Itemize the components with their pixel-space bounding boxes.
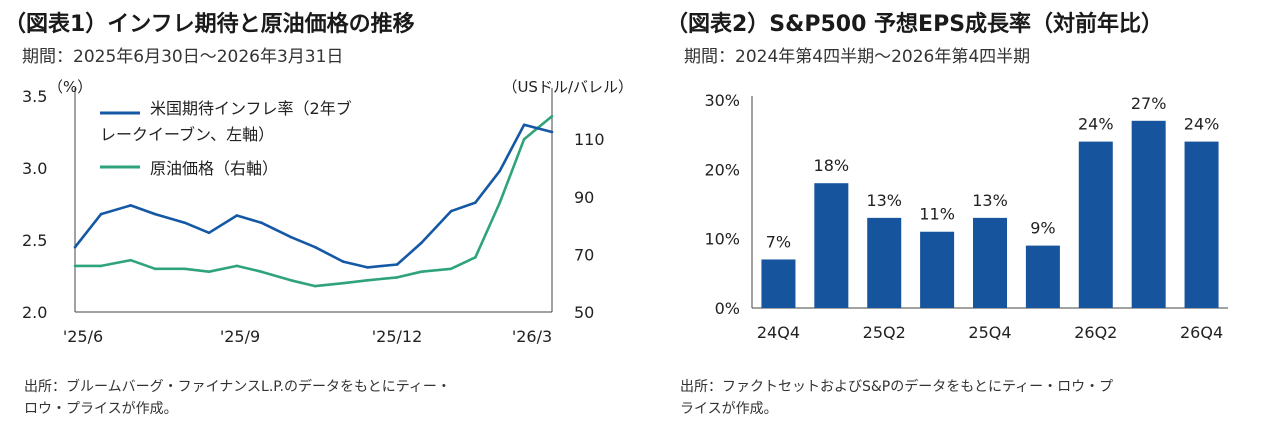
- data-point-us-inflation: [550, 130, 554, 134]
- data-label: 27%: [1131, 94, 1167, 113]
- data-point-us-inflation: [522, 123, 526, 127]
- data-point-us-inflation: [474, 201, 477, 204]
- y-tick-label-left: 3.5: [22, 87, 47, 106]
- data-point-crude-oil: [313, 284, 317, 288]
- x-tick-label: 25Q4: [968, 323, 1011, 342]
- data-label: 24%: [1078, 115, 1114, 134]
- data-label: 11%: [919, 205, 955, 224]
- data-point-us-inflation: [235, 214, 239, 217]
- legend-label-us-inflation: 米国期待インフレ率（2年ブレークイーブン、左軸）: [100, 99, 352, 144]
- data-point-us-inflation: [313, 245, 317, 249]
- data-point-crude-oil: [449, 267, 453, 271]
- y-axis-unit-right: （USドル/バレル）: [502, 78, 633, 96]
- data-point-crude-oil: [259, 270, 263, 273]
- data-label: 7%: [766, 232, 791, 251]
- legend-label-crude-oil: 原油価格（右軸）: [150, 159, 278, 178]
- bar-25Q1: [814, 183, 849, 308]
- chart-panel-inflation-oil: （図表1）インフレ期待と原油価格の推移 期間：2025年6月30日～2026年3…: [4, 12, 633, 420]
- x-tick-label: '25/9: [220, 327, 260, 346]
- data-label: 13%: [866, 191, 902, 210]
- data-label: 24%: [1184, 115, 1220, 134]
- y-tick-label-left: 2.0: [22, 303, 47, 322]
- chart-subtitle: 期間：2024年第4四半期～2026年第4四半期: [684, 47, 1031, 67]
- data-point-crude-oil: [550, 114, 554, 118]
- data-point-crude-oil: [498, 201, 502, 204]
- bar-26Q4: [1184, 141, 1219, 308]
- y-tick-label-right: 110: [574, 130, 605, 149]
- x-tick-label: 26Q2: [1074, 323, 1117, 342]
- bar-26Q3: [1131, 120, 1166, 308]
- data-point-crude-oil: [183, 267, 186, 271]
- data-point-us-inflation: [395, 263, 399, 266]
- bar-24Q4: [761, 259, 796, 308]
- y-tick-label: 10%: [704, 230, 740, 249]
- data-label: 18%: [814, 156, 850, 175]
- bar-25Q4: [973, 217, 1007, 308]
- data-point-crude-oil: [420, 270, 423, 273]
- data-point-us-inflation: [153, 212, 157, 216]
- data-point-crude-oil: [207, 270, 211, 273]
- bar-25Q3: [920, 231, 955, 308]
- x-tick-label: 26Q4: [1180, 323, 1223, 342]
- y-tick-label-right: 50: [574, 303, 594, 322]
- data-label: 13%: [972, 191, 1008, 210]
- data-point-us-inflation: [341, 260, 345, 263]
- chart-title: （図表1）インフレ期待と原油価格の推移: [4, 12, 415, 37]
- y-axis-unit-left: （%）: [48, 78, 92, 96]
- data-point-crude-oil: [153, 267, 157, 271]
- x-tick-label: 24Q4: [757, 323, 800, 342]
- chart-title: （図表2）S&P500 予想EPS成長率（対前年比）: [666, 12, 1164, 37]
- data-point-crude-oil: [366, 279, 369, 282]
- bar-chart: 0% 10% 20% 30% 7% 24Q4 18% 13% 25Q2 11% 13% 25Q4 9% 2…: [704, 91, 1228, 342]
- source-note: 出所：ブルームバーグ・ファイナンスL.P.のデータをもとにティー・ ロウ・プライ…: [24, 376, 451, 420]
- source-line: ライスが作成。: [680, 401, 778, 417]
- y-tick-label: 0%: [715, 299, 740, 318]
- chart-panel-eps-growth: （図表2）S&P500 予想EPS成長率（対前年比） 期間：2024年第4四半期…: [640, 0, 1280, 428]
- data-label: 9%: [1030, 219, 1055, 238]
- source-note: 出所：ファクトセットおよびS&Pのデータをもとにティー・ロウ・プ ライスが作成。: [680, 376, 1113, 420]
- legend-label-line: レークイーブン、左軸）: [100, 125, 274, 144]
- data-point-crude-oil: [522, 137, 526, 141]
- source-line: 出所：ブルームバーグ・ファイナンスL.P.のデータをもとにティー・: [24, 379, 451, 395]
- x-tick-label: '26/3: [512, 327, 552, 346]
- x-tick-label: '25/12: [372, 327, 423, 346]
- chart-subtitle: 期間：2025年6月30日～2026年3月31日: [22, 47, 344, 67]
- data-point-us-inflation: [129, 204, 133, 207]
- data-point-us-inflation: [498, 169, 502, 173]
- data-point-us-inflation: [449, 209, 453, 213]
- data-point-crude-oil: [289, 279, 293, 282]
- bar-25Q2: [867, 217, 902, 308]
- x-tick-label: 25Q2: [863, 323, 906, 342]
- y-tick-label-right: 90: [574, 188, 594, 207]
- legend-label-line: 米国期待インフレ率（2年ブ: [150, 99, 352, 118]
- data-point-us-inflation: [259, 221, 263, 225]
- data-point-us-inflation: [73, 245, 77, 249]
- y-tick-label: 30%: [704, 91, 740, 110]
- data-point-us-inflation: [207, 231, 211, 235]
- y-tick-label-left: 2.5: [22, 231, 47, 250]
- source-line: 出所：ファクトセットおよびS&Pのデータをもとにティー・ロウ・プ: [680, 379, 1114, 395]
- data-point-crude-oil: [474, 255, 477, 259]
- x-tick-label: '25/6: [63, 327, 103, 346]
- data-point-crude-oil: [341, 281, 345, 285]
- data-point-crude-oil: [73, 264, 77, 268]
- bar-26Q1: [1025, 245, 1060, 308]
- data-point-us-inflation: [183, 221, 186, 225]
- data-point-us-inflation: [289, 235, 293, 239]
- data-point-crude-oil: [235, 264, 239, 268]
- data-point-us-inflation: [366, 266, 369, 269]
- y-tick-label: 20%: [704, 160, 740, 179]
- source-line: ロウ・プライスが作成。: [24, 401, 178, 417]
- bar-26Q2: [1078, 141, 1113, 308]
- data-point-us-inflation: [99, 212, 103, 216]
- data-point-crude-oil: [395, 276, 399, 279]
- line-chart: 2.0 2.5 3.0 3.5 50 70 90 110 （%） （USドル/バレル） '25/6 '…: [22, 78, 633, 346]
- data-point-crude-oil: [99, 264, 103, 268]
- data-point-us-inflation: [420, 241, 423, 245]
- data-point-crude-oil: [129, 258, 133, 262]
- y-tick-label-right: 70: [574, 245, 594, 264]
- y-tick-label-left: 3.0: [22, 159, 47, 178]
